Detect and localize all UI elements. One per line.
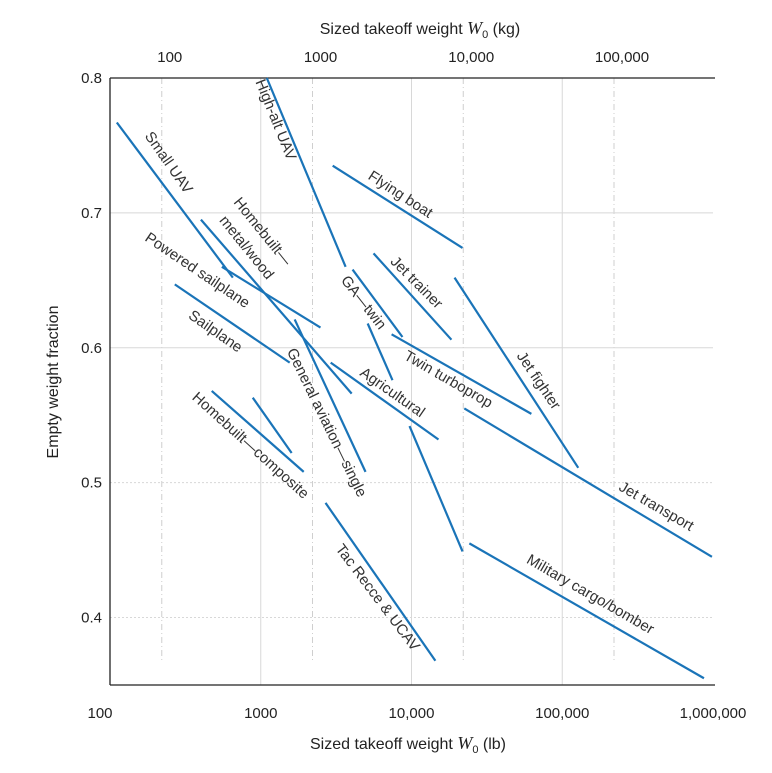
x-top-tick-label: 1000 xyxy=(304,49,337,66)
series-line-small-uav xyxy=(115,121,234,279)
annotation-label: Sailplane xyxy=(185,307,245,356)
annotation-label: GA—twin xyxy=(337,272,389,332)
series-line-sailplane xyxy=(174,283,291,364)
y-tick-label: 0.6 xyxy=(81,340,102,357)
x-top-tick-label: 100 xyxy=(157,49,182,66)
annotation-label: Flying boat xyxy=(365,167,436,222)
y-tick-label: 0.5 xyxy=(81,475,102,492)
series-line-unlabeled xyxy=(408,425,464,552)
x-tick-label: 1000 xyxy=(244,705,277,722)
series-line-twin-turboprop xyxy=(391,333,532,415)
annotation-label: Small UAV xyxy=(141,129,196,197)
y-tick-label: 0.7 xyxy=(81,205,102,222)
series-line-unlabeled xyxy=(366,323,394,381)
x-tick-label: 1,000,000 xyxy=(680,705,747,722)
y-tick-label: 0.4 xyxy=(81,610,102,627)
x-tick-label: 100,000 xyxy=(535,705,589,722)
series-line-ga-twin xyxy=(351,268,404,338)
axes: 100 1000 10,000 100,000 1,000,000 100 1000 10,0… xyxy=(81,49,746,722)
annotation-label: High-alt UAV xyxy=(252,77,300,163)
series-line-homebuilt-composite xyxy=(211,390,305,473)
series-line-homebuilt-metal-wood xyxy=(200,218,353,395)
series-lines xyxy=(115,77,713,680)
series-line-powered-sailplane xyxy=(221,265,322,329)
y-axis-title: Empty weight fraction xyxy=(45,306,62,459)
annotation-label: Military cargo/bomber xyxy=(524,551,657,638)
series-line-flying-boat xyxy=(332,164,464,249)
series-line-jet-transport xyxy=(463,407,713,558)
y-tick-label: 0.8 xyxy=(81,70,102,87)
series-line-high-alt-uav xyxy=(265,77,347,268)
annotation-label: Tac Recce & UCAV xyxy=(332,541,423,654)
x-tick-label: 100 xyxy=(87,705,112,722)
series-line-jet-trainer xyxy=(372,252,453,341)
series-line-tac-recce-ucav xyxy=(324,502,437,662)
x-axis-title: Sized takeoff weight W0 (lb) xyxy=(310,733,506,756)
series-line-general-aviation-single xyxy=(293,318,367,473)
x-tick-label: 10,000 xyxy=(389,705,435,722)
series-line-unlabeled xyxy=(251,397,293,454)
annotation-label: Agricultural xyxy=(357,364,428,421)
x-axis-title-top: Sized takeoff weight W0 (kg) xyxy=(320,18,520,41)
grid xyxy=(110,78,713,685)
x-top-tick-label: 100,000 xyxy=(595,49,649,66)
annotation-label: Jet trainer xyxy=(387,253,446,312)
x-top-tick-label: 10,000 xyxy=(448,49,494,66)
annotation-label: Homebuilt—composite xyxy=(189,389,313,503)
series-line-jet-fighter xyxy=(453,277,580,469)
series-line-agricultural xyxy=(330,361,440,441)
series-line-military-cargo-bomber xyxy=(468,542,705,680)
